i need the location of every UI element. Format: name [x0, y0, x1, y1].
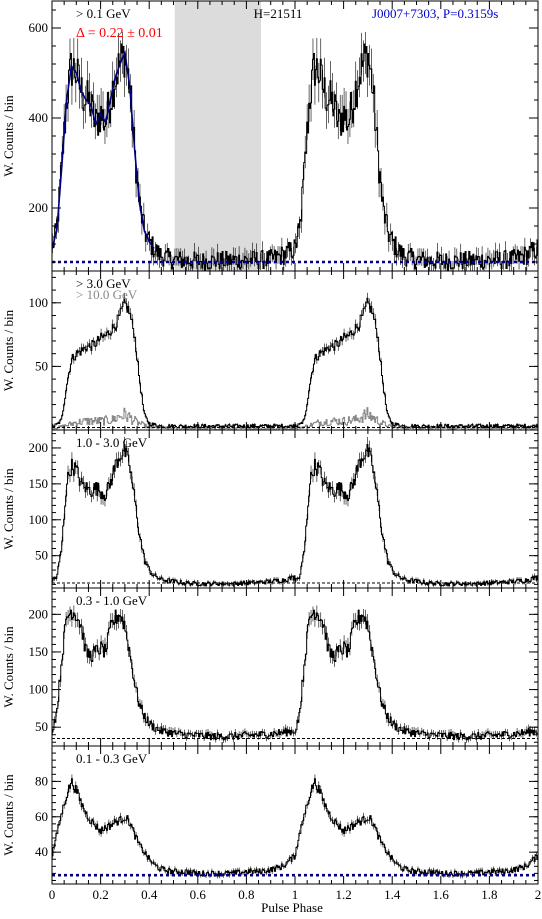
- plot-area: [52, 605, 538, 743]
- y-tick-label: 200: [29, 606, 49, 621]
- y-axis-label: W. Counts / bin: [1, 468, 16, 550]
- profile-histogram: [52, 43, 538, 271]
- panel-frame: [51, 587, 539, 747]
- energy-label: 0.3 - 1.0 GeV: [76, 593, 148, 608]
- plot-area: [52, 292, 538, 430]
- x-tick-label: 1: [292, 887, 299, 902]
- panel-5: 40 60 80 W. Counts / bin 0.1 - 0.3 GeV: [1, 745, 539, 885]
- panel-4: 50 100 150 200 W. Counts / bin 0.3 - 1.0 GeV: [1, 587, 539, 747]
- x-tick-label: 0.6: [190, 887, 207, 902]
- x-tick-label: 0.4: [141, 887, 158, 902]
- y-tick-label: 100: [29, 512, 49, 527]
- x-tick-label: 1.4: [384, 887, 401, 902]
- panel-3: 50 100 150 200 W. Counts / bin 1.0 - 3.0 GeV: [1, 429, 539, 589]
- y-tick-label: 150: [29, 644, 49, 659]
- energy-label: > 0.1 GeV: [76, 6, 131, 21]
- panel-frame: [51, 745, 539, 885]
- y-tick-label: 50: [35, 548, 48, 563]
- delta-label: Δ = 0.22 ± 0.01: [76, 26, 163, 41]
- energy-label-gt10: > 10.0 GeV: [76, 287, 138, 302]
- fit-curve: [52, 49, 155, 249]
- offpulse-region: [174, 1, 261, 271]
- y-tick-label: 100: [29, 682, 49, 697]
- y-tick-label: 200: [29, 440, 49, 455]
- x-axis-label: Pulse Phase: [261, 900, 323, 914]
- x-tick-label: 1.2: [335, 887, 351, 902]
- y-tick-label: 100: [29, 295, 49, 310]
- y-tick-label: 400: [29, 110, 49, 125]
- y-tick-label: 40: [35, 844, 48, 859]
- profile-histogram: [52, 443, 538, 587]
- y-tick-label: 50: [35, 358, 48, 373]
- y-tick-label: 50: [35, 719, 48, 734]
- y-tick-label: 60: [35, 809, 48, 824]
- y-tick-label: 200: [29, 200, 49, 215]
- y-axis-label: W. Counts / bin: [1, 626, 16, 708]
- profile-histogram: [52, 778, 538, 877]
- y-axis-label: W. Counts / bin: [1, 774, 16, 856]
- panel-2: 50 100 W. Counts / bin > 3.0 GeV> 10.0 GeV: [1, 270, 539, 431]
- x-tick-label: 0: [49, 887, 56, 902]
- y-tick-label: 150: [29, 476, 49, 491]
- source-label: J0007+7303, P=0.3159s: [372, 6, 498, 21]
- x-tick-label: 1.6: [433, 887, 450, 902]
- y-axis-label: W. Counts / bin: [1, 309, 16, 391]
- error-bars: [52, 436, 537, 588]
- plot-area: [52, 774, 538, 879]
- panel-frame: [51, 0, 539, 272]
- x-tick-label: 2: [535, 887, 542, 902]
- x-tick-label: 0.8: [238, 887, 254, 902]
- energy-label: 1.0 - 3.0 GeV: [76, 435, 148, 450]
- panel-1: 200 400 600 W. Counts / bin > 0.1 GeV Δ = 0.2…: [1, 0, 539, 272]
- x-tick-label: 0.2: [92, 887, 108, 902]
- error-bars: [52, 774, 537, 879]
- htest-label: H=21511: [254, 6, 303, 21]
- y-tick-label: 80: [35, 773, 48, 788]
- energy-label: 0.1 - 0.3 GeV: [76, 751, 148, 766]
- y-tick-label: 600: [29, 20, 49, 35]
- y-axis-label: W. Counts / bin: [1, 95, 16, 177]
- x-tick-label: 1.8: [481, 887, 497, 902]
- profile-histogram: [52, 609, 538, 741]
- plot-area: [52, 1, 538, 271]
- energy-label: > 3.0 GeV: [76, 276, 131, 291]
- plot-area: [52, 436, 538, 588]
